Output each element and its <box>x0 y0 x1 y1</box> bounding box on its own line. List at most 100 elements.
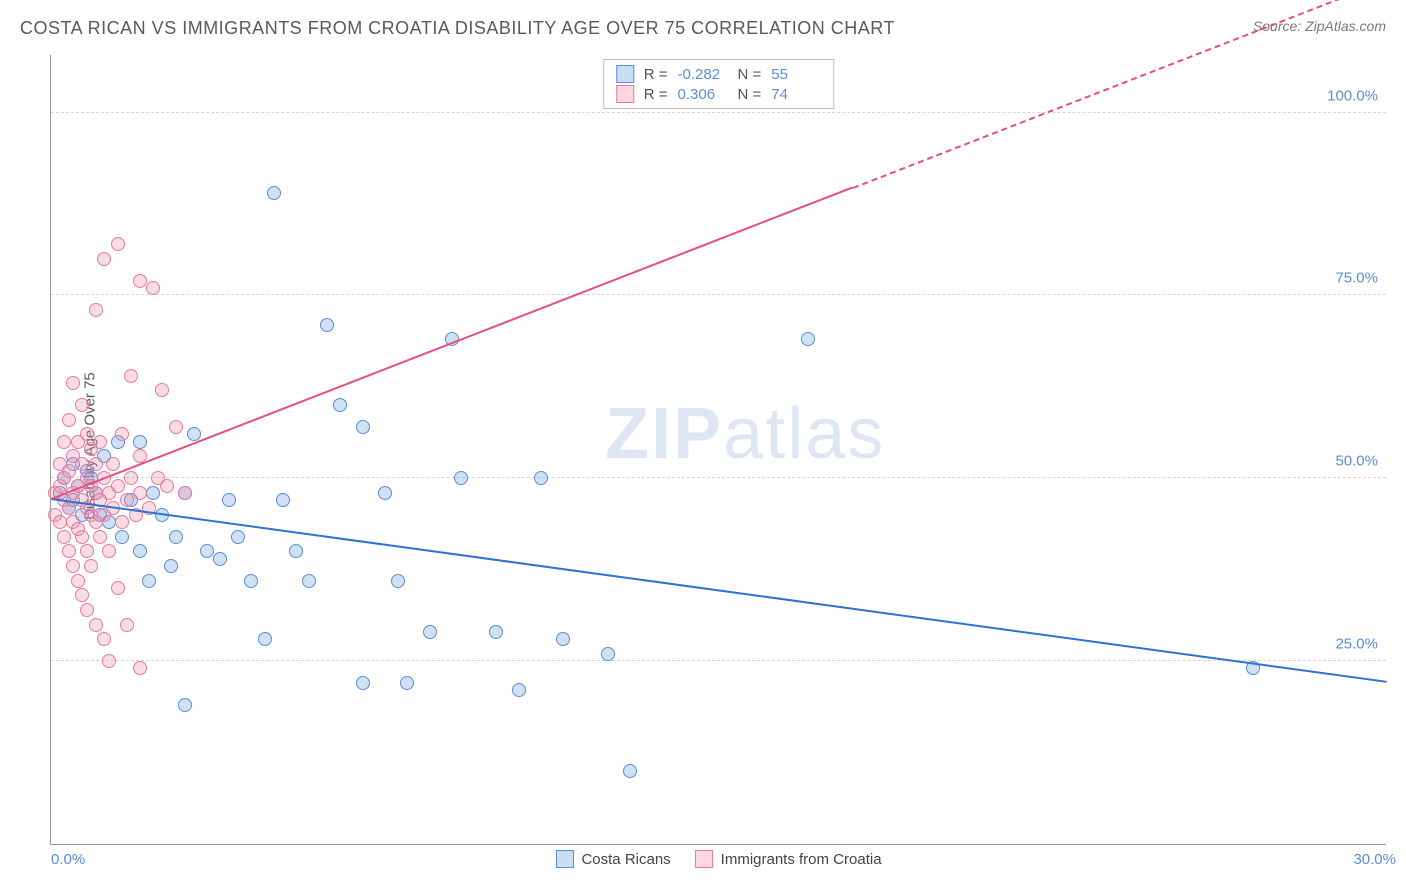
r-label: R = <box>644 66 668 83</box>
y-tick-label: 75.0% <box>1323 270 1378 287</box>
gridline <box>51 477 1386 478</box>
data-point <box>97 632 111 646</box>
data-point <box>66 559 80 573</box>
stats-legend-row: R = -0.282 N = 55 <box>616 64 822 84</box>
data-point <box>106 457 120 471</box>
n-label: N = <box>738 86 762 103</box>
data-point <box>111 479 125 493</box>
gridline <box>51 294 1386 295</box>
data-point <box>378 486 392 500</box>
data-point <box>115 530 129 544</box>
data-point <box>320 318 334 332</box>
data-point <box>62 544 76 558</box>
stats-legend-row: R = 0.306 N = 74 <box>616 84 822 104</box>
x-tick-label: 30.0% <box>1353 851 1396 868</box>
data-point <box>164 559 178 573</box>
gridline <box>51 112 1386 113</box>
x-tick-label: 0.0% <box>51 851 85 868</box>
data-point <box>80 427 94 441</box>
data-point <box>93 530 107 544</box>
data-point <box>71 574 85 588</box>
data-point <box>423 625 437 639</box>
data-point <box>80 603 94 617</box>
legend-swatch <box>695 850 713 868</box>
data-point <box>623 764 637 778</box>
data-point <box>93 435 107 449</box>
data-point <box>556 632 570 646</box>
regression-line <box>51 187 853 500</box>
chart-title: COSTA RICAN VS IMMIGRANTS FROM CROATIA D… <box>20 18 895 39</box>
data-point <box>356 420 370 434</box>
y-tick-label: 50.0% <box>1323 453 1378 470</box>
data-point <box>89 303 103 317</box>
data-point <box>302 574 316 588</box>
data-point <box>601 647 615 661</box>
data-point <box>80 544 94 558</box>
data-point <box>534 471 548 485</box>
data-point <box>75 398 89 412</box>
data-point <box>454 471 468 485</box>
y-tick-label: 25.0% <box>1323 636 1378 653</box>
data-point <box>244 574 258 588</box>
r-value: 0.306 <box>678 86 728 103</box>
data-point <box>53 515 67 529</box>
data-point <box>200 544 214 558</box>
data-point <box>160 479 174 493</box>
data-point <box>231 530 245 544</box>
data-point <box>75 588 89 602</box>
legend-swatch <box>616 85 634 103</box>
watermark: ZIPatlas <box>605 393 885 475</box>
data-point <box>146 281 160 295</box>
data-point <box>57 435 71 449</box>
data-point <box>178 698 192 712</box>
data-point <box>391 574 405 588</box>
n-value: 55 <box>771 66 821 83</box>
data-point <box>62 413 76 427</box>
watermark-bold: ZIP <box>605 394 723 474</box>
legend-swatch <box>616 65 634 83</box>
r-value: -0.282 <box>678 66 728 83</box>
data-point <box>333 398 347 412</box>
data-point <box>146 486 160 500</box>
data-point <box>75 530 89 544</box>
data-point <box>133 661 147 675</box>
data-point <box>124 369 138 383</box>
data-point <box>356 676 370 690</box>
r-label: R = <box>644 86 668 103</box>
n-value: 74 <box>771 86 821 103</box>
y-tick-label: 100.0% <box>1323 87 1378 104</box>
data-point <box>178 486 192 500</box>
data-point <box>84 559 98 573</box>
data-point <box>89 618 103 632</box>
data-point <box>133 486 147 500</box>
data-point <box>120 618 134 632</box>
data-point <box>111 237 125 251</box>
data-point <box>213 552 227 566</box>
data-point <box>289 544 303 558</box>
chart-plot-area: ZIPatlas R =-0.282N =55R =0.306N =74 Cos… <box>50 55 1386 845</box>
n-label: N = <box>738 66 762 83</box>
series-legend: Costa RicansImmigrants from Croatia <box>555 850 881 868</box>
legend-item: Immigrants from Croatia <box>695 850 882 868</box>
data-point <box>102 544 116 558</box>
regression-line <box>51 498 1387 683</box>
data-point <box>102 654 116 668</box>
data-point <box>169 530 183 544</box>
data-point <box>66 376 80 390</box>
data-point <box>276 493 290 507</box>
data-point <box>120 493 134 507</box>
data-point <box>801 332 815 346</box>
data-point <box>62 464 76 478</box>
legend-swatch <box>555 850 573 868</box>
data-point <box>111 581 125 595</box>
data-point <box>75 457 89 471</box>
data-point <box>489 625 503 639</box>
source-attribution: Source: ZipAtlas.com <box>1253 18 1386 34</box>
data-point <box>124 471 138 485</box>
data-point <box>169 420 183 434</box>
data-point <box>133 274 147 288</box>
stats-legend-box: R = -0.282 N = 55 R = 0.306 N = 74 <box>603 59 835 109</box>
watermark-rest: atlas <box>723 394 885 474</box>
data-point <box>57 530 71 544</box>
data-point <box>512 683 526 697</box>
